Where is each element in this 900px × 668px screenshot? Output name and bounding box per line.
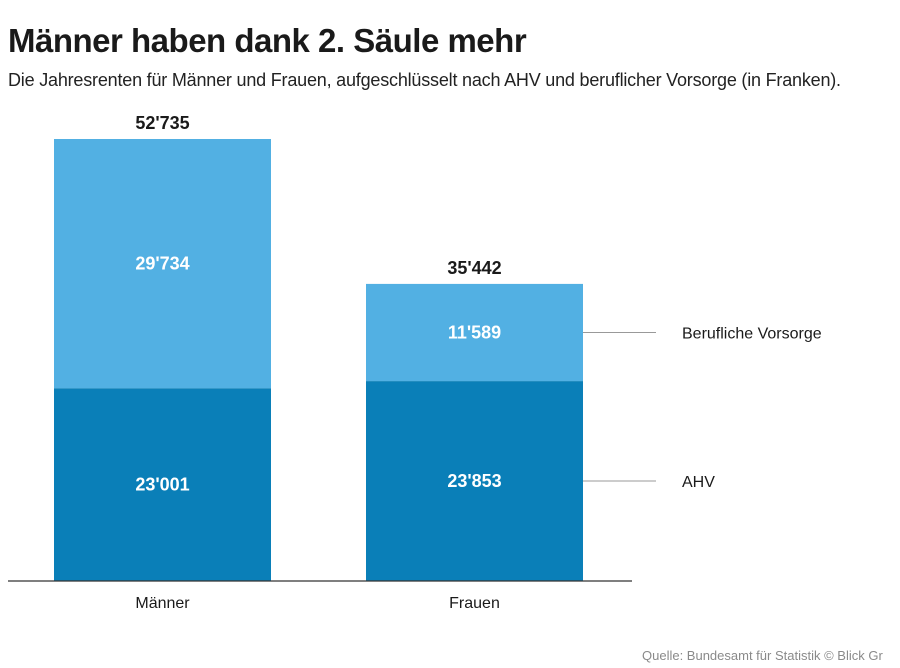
bar-frauen-berufliche-vorsorge: [366, 283, 583, 381]
total-label-maenner: 52'735: [135, 113, 189, 133]
legend-label-ahv: AHV: [682, 474, 715, 491]
bar-maenner-berufliche-vorsorge: [54, 139, 271, 389]
source-note: Quelle: Bundesamt für Statistik © Blick …: [642, 648, 883, 663]
value-label-maenner-ahv: 23'001: [135, 475, 189, 495]
x-tick-label-maenner: Männer: [135, 595, 190, 612]
total-label-frauen: 35'442: [447, 258, 501, 278]
chart-title: Männer haben dank 2. Säule mehr: [8, 22, 527, 59]
bar-frauen-ahv: [366, 381, 583, 581]
value-label-frauen-berufliche-vorsorge: 11'589: [448, 323, 501, 343]
value-label-frauen-ahv: 23'853: [447, 471, 501, 491]
bar-maenner-ahv: [54, 388, 271, 581]
legend-label-berufliche-vorsorge: Berufliche Vorsorge: [682, 326, 822, 343]
value-label-maenner-berufliche-vorsorge: 29'734: [135, 254, 189, 274]
chart-subtitle: Die Jahresrenten für Männer und Frauen, …: [8, 70, 841, 90]
x-tick-label-frauen: Frauen: [449, 595, 500, 612]
